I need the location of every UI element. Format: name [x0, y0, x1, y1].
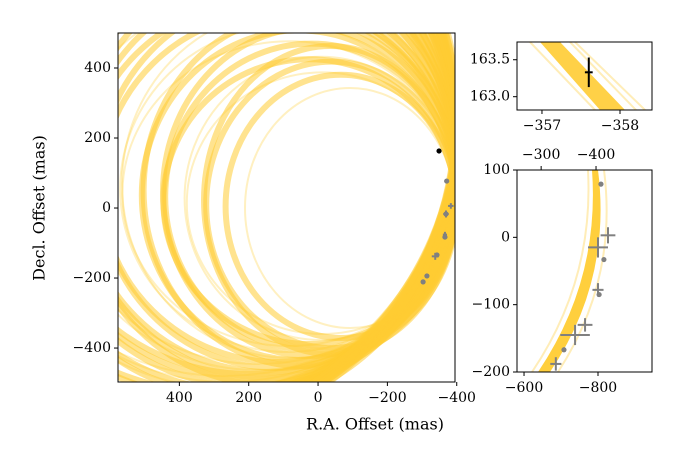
x2-tick-label: −300	[522, 147, 560, 163]
orbit-band	[529, 42, 646, 110]
y-tick-label: 163.0	[470, 89, 510, 105]
y-tick-label: 163.5	[470, 52, 510, 68]
y-tick-label: −400	[73, 340, 111, 356]
y-tick-label: 200	[84, 130, 111, 146]
x-tick-label: −200	[368, 390, 406, 406]
orbit	[118, 33, 455, 371]
data-point	[436, 148, 442, 154]
x-tick-label: −600	[505, 380, 543, 396]
axes-frame	[516, 169, 653, 373]
orbit	[118, 33, 455, 377]
orbit	[118, 33, 455, 377]
x-tick-label: −800	[579, 380, 617, 396]
orbit	[119, 33, 455, 353]
orbit	[160, 33, 455, 359]
x-tick-label: −357	[523, 118, 561, 134]
data-point	[598, 181, 604, 187]
orbit	[185, 71, 455, 335]
axes-frame	[117, 32, 456, 383]
y-tick-label: −200	[73, 270, 111, 286]
data-point	[444, 178, 450, 184]
orbit	[183, 55, 455, 341]
orbit	[118, 33, 455, 365]
x-tick-label: 0	[314, 390, 323, 406]
x-tick-label: 200	[235, 390, 262, 406]
y-tick-label: 400	[84, 60, 111, 76]
x-tick-label: 400	[166, 390, 193, 406]
orbit	[118, 33, 455, 365]
orbit	[121, 33, 455, 359]
y-tick-label: 100	[483, 162, 510, 178]
x-axis-label: R.A. Offset (mas)	[306, 415, 444, 434]
y-axis-label: Decl. Offset (mas)	[30, 135, 49, 281]
y-tick-label: −100	[472, 297, 510, 313]
orbit-fan	[118, 33, 455, 382]
data-point	[424, 273, 430, 279]
orbit	[244, 87, 455, 329]
data-point	[601, 256, 607, 263]
x-tick-label: −400	[438, 390, 476, 406]
data-point	[420, 279, 426, 285]
orbit	[121, 40, 455, 347]
y-tick-label: −200	[472, 364, 510, 380]
axes-frame	[516, 41, 653, 111]
x-tick-label: −358	[601, 118, 639, 134]
orbit-band	[531, 170, 608, 372]
y-tick-label: 0	[501, 229, 510, 245]
y-tick-label: 0	[102, 200, 111, 216]
data-point	[561, 347, 567, 353]
x2-tick-label: −400	[577, 147, 615, 163]
orbit	[118, 33, 455, 382]
